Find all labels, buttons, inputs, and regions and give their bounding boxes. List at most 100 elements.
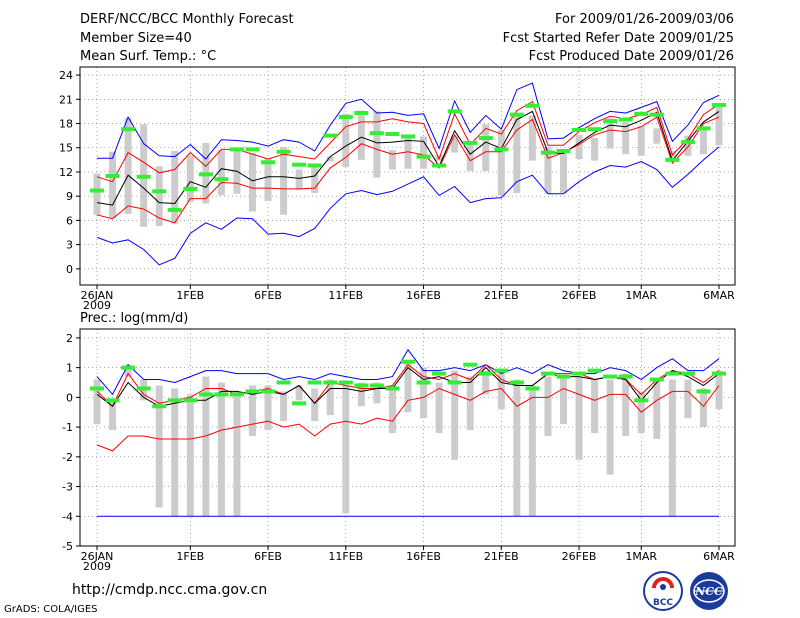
temperature-observed-marker — [494, 147, 509, 152]
temperature-obs-bar — [124, 117, 132, 214]
precipitation-observed-marker — [152, 404, 167, 409]
precipitation-xtick-label: 11FEB — [328, 550, 363, 563]
temperature-observed-marker — [307, 163, 322, 168]
precipitation-ytick-label: 0 — [66, 391, 73, 404]
precipitation-obs-bar — [373, 382, 381, 404]
precipitation-obs-bar — [560, 376, 567, 425]
precipitation-ytick-label: -1 — [62, 421, 73, 434]
precipitation-observed-marker — [649, 377, 664, 382]
precipitation-obs-bar — [264, 385, 272, 431]
temperature-observed-marker — [276, 149, 291, 154]
precipitation-variable-label: Prec.: log(mm/d) — [80, 311, 189, 326]
temperature-obs-bar — [295, 169, 303, 190]
temperature-observed-marker — [587, 127, 602, 132]
precipitation-obs-bar — [357, 382, 365, 407]
temperature-obs-bar — [420, 136, 428, 169]
precipitation-observed-marker — [136, 386, 151, 391]
temperature-obs-bar — [622, 121, 630, 155]
temperature-observed-marker — [229, 147, 244, 152]
temperature-frame — [79, 66, 736, 286]
temperature-ytick-label: 18 — [59, 118, 73, 131]
temperature-lower-line — [96, 116, 720, 224]
ncc-logo-text: NCC — [694, 585, 723, 598]
precipitation-obs-bar — [249, 385, 256, 437]
temperature-obs-bar — [715, 105, 723, 146]
temperature-xtick-label: 21FEB — [484, 289, 519, 302]
temperature-observed-marker — [369, 131, 384, 136]
precipitation-obs-bar — [715, 370, 723, 410]
precipitation-xtick-label: 6FEB — [254, 550, 282, 563]
precipitation-obs-bar — [684, 379, 692, 419]
temperature-observed-marker — [618, 117, 633, 122]
temperature-obs-bar — [637, 125, 645, 156]
precipitation-ytick-label: 2 — [66, 332, 73, 345]
temperature-obs-bar — [606, 118, 614, 149]
precipitation-observed-marker — [572, 371, 587, 376]
temperature-observed-marker — [121, 127, 136, 132]
temperature-obs-bar — [482, 124, 490, 172]
temperature-observed-marker — [338, 115, 353, 120]
precipitation-observed-marker — [121, 365, 136, 370]
precipitation-obs-bar — [326, 379, 334, 416]
precipitation-lower-line — [96, 385, 720, 452]
forecast-started-date: Fcst Started Refer Date 2009/01/25 — [502, 31, 734, 46]
precipitation-observed-marker — [680, 371, 695, 376]
precipitation-observed-marker — [198, 392, 213, 397]
temperature-xtick-label: 26FEB — [562, 289, 597, 302]
ncc-logo: NCC — [690, 572, 728, 610]
precipitation-obs-bar — [575, 376, 583, 460]
temperature-observed-marker — [354, 111, 369, 116]
temperature-upper-line — [96, 100, 720, 183]
temperature-obs-bar — [560, 151, 567, 193]
temperature-obs-bar — [451, 136, 459, 153]
temperature-obs-bar — [653, 128, 661, 144]
bcc-logo-text: BCC — [653, 598, 673, 608]
temperature-obs-bar — [373, 111, 381, 178]
precipitation-obs-bar — [93, 379, 101, 425]
precipitation-obs-bar — [217, 382, 225, 517]
temperature-obs-bar — [575, 134, 583, 160]
temperature-obs-bar — [249, 152, 256, 212]
precipitation-obs-bar — [388, 385, 396, 434]
precipitation-observed-marker — [385, 386, 400, 391]
precipitation-observed-marker — [338, 380, 353, 385]
temperature-observed-marker — [525, 103, 540, 108]
precipitation-obs-bar — [233, 391, 241, 517]
precipitation-observed-marker — [90, 386, 104, 391]
precipitation-observed-marker — [183, 398, 198, 403]
precipitation-observed-marker — [105, 398, 120, 403]
precipitation-observed-marker — [665, 371, 680, 376]
precipitation-xtick-label: 1MAR — [625, 550, 657, 563]
temperature-obs-bar — [171, 150, 179, 224]
precipitation-xtick-year: 2009 — [83, 560, 111, 573]
precipitation-xtick-label: 1FEB — [176, 550, 204, 563]
temperature-obs-bar — [280, 146, 288, 215]
precipitation-obs-bar — [668, 379, 676, 517]
precipitation-obs-bar — [466, 376, 474, 431]
precipitation-observed-marker — [214, 392, 229, 397]
precipitation-observed-marker — [494, 368, 509, 373]
precipitation-obs-bar — [311, 388, 319, 422]
temperature-observed-marker — [136, 174, 151, 179]
precipitation-obs-bar — [497, 370, 505, 410]
precipitation-obs-bar — [544, 376, 552, 437]
precipitation-obs-bar — [124, 364, 132, 377]
precipitation-observed-marker — [354, 383, 369, 388]
temperature-obs-bar — [326, 156, 334, 162]
precipitation-obs-bar — [606, 379, 614, 475]
precipitation-xtick-label: 16FEB — [406, 550, 441, 563]
precipitation-obs-bar — [171, 388, 179, 517]
precipitation-observed-marker — [618, 374, 633, 379]
temperature-obs-bar — [109, 151, 117, 218]
temperature-observed-marker — [478, 136, 493, 141]
precipitation-observed-marker — [292, 401, 307, 406]
temperature-obs-bar — [497, 129, 505, 196]
precipitation-obs-bar — [699, 388, 707, 428]
temperature-obs-bar — [388, 150, 396, 170]
website-url[interactable]: http://cmdp.ncc.cma.gov.cn — [72, 582, 268, 598]
temperature-obs-bar — [357, 110, 365, 160]
temperature-xtick-label: 6MAR — [703, 289, 735, 302]
precipitation-observed-marker — [603, 374, 618, 379]
temperature-xtick-label: 11FEB — [328, 289, 363, 302]
precipitation-obs-bar — [342, 385, 350, 514]
